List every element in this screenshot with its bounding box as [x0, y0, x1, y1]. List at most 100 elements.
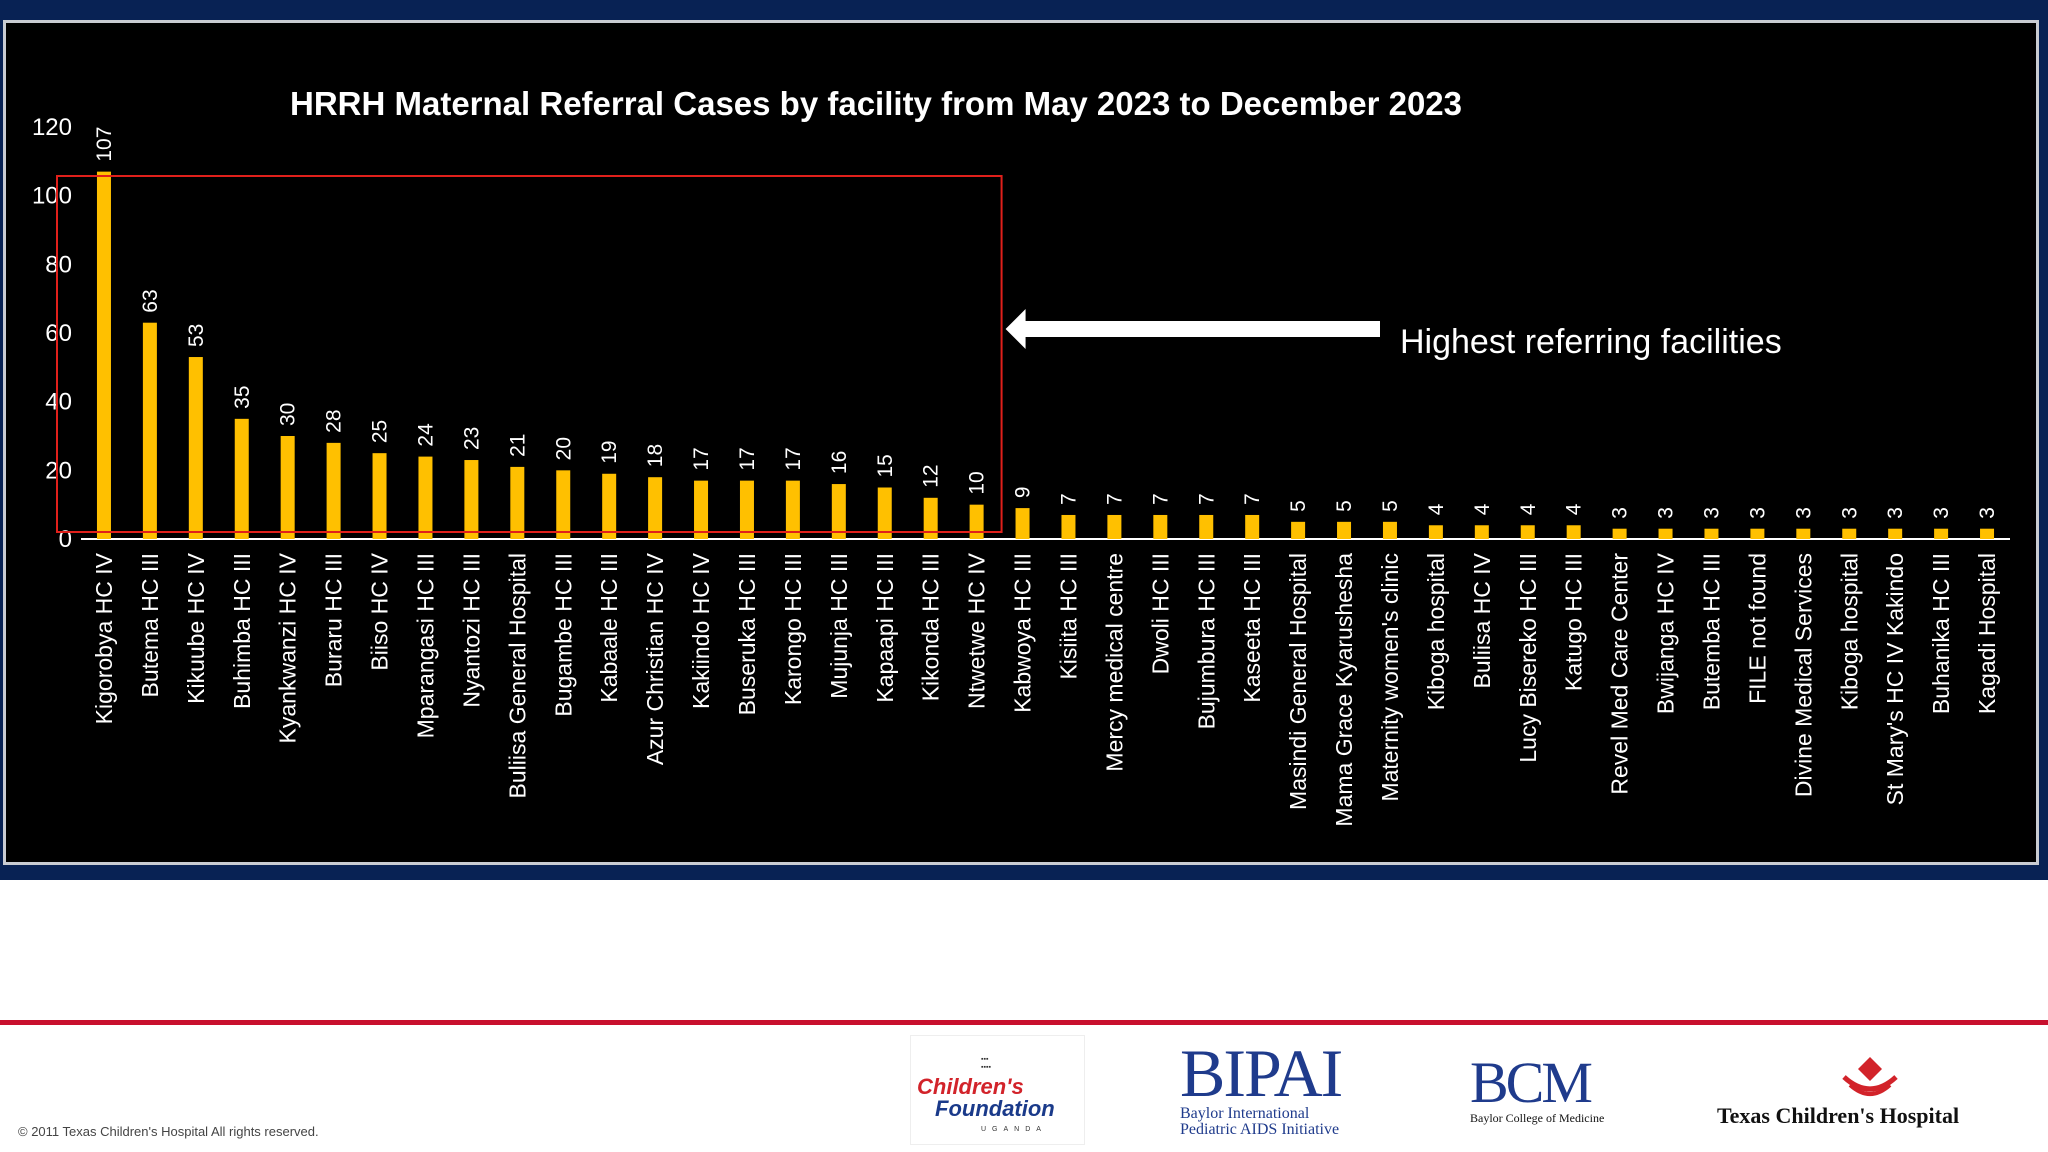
- bar: [1842, 528, 1857, 539]
- data-label: 7: [1103, 493, 1126, 505]
- bar: [923, 497, 938, 539]
- x-tick-label: Kaseeta HC III: [1239, 553, 1265, 703]
- x-tick-label: Kakiindo HC IV: [688, 552, 714, 709]
- tch-name: Texas Children's Hospital: [1717, 1103, 1960, 1128]
- data-label: 35: [231, 385, 254, 408]
- x-tick-label: Butemba HC III: [1698, 553, 1724, 710]
- bar: [1934, 528, 1949, 539]
- data-label: 3: [1700, 507, 1723, 519]
- chart-panel: 0 20 40 60 80 100 120 107 Kigorobya HC IV 63 Butem…: [3, 20, 2039, 865]
- bar: [372, 453, 387, 539]
- data-label: 20: [552, 437, 575, 460]
- data-label: 3: [1792, 507, 1815, 519]
- bar: [1658, 528, 1673, 539]
- data-label: 3: [1838, 507, 1861, 519]
- data-label: 7: [1057, 493, 1080, 505]
- footer: [0, 1025, 2048, 1152]
- x-tick-label: Kyankwanzi HC IV: [275, 552, 301, 743]
- x-tick-label: Kikonda HC III: [918, 553, 944, 701]
- data-label: 3: [1609, 507, 1632, 519]
- x-tick-label: Buraru HC III: [321, 553, 347, 687]
- x-tick-label: Mujunja HC III: [826, 553, 852, 699]
- bar: [280, 436, 295, 539]
- bipai-sub2: Pediatric AIDS Initiative: [1180, 1121, 1340, 1138]
- data-label: 107: [93, 127, 116, 162]
- x-tick-label: Kapaapi HC III: [872, 553, 898, 703]
- bcm-name: BCM: [1470, 1050, 1593, 1115]
- bar: [1750, 528, 1765, 539]
- divider-rule: [0, 1020, 2048, 1025]
- x-tick-label: Kagadi Hospital: [1974, 553, 2000, 714]
- bar: [1980, 528, 1995, 539]
- data-label: 18: [644, 444, 667, 467]
- x-tick-label: Buseruka HC III: [734, 553, 760, 715]
- bar: [1888, 528, 1903, 539]
- y-tick-label: 0: [59, 526, 72, 553]
- bar: [877, 487, 892, 539]
- y-tick-label: 20: [45, 457, 72, 484]
- x-tick-label: St Mary's HC IV Kakindo: [1882, 553, 1908, 805]
- callout-arrow-icon: [1005, 309, 1380, 349]
- data-label: 7: [1149, 493, 1172, 505]
- bar: [96, 171, 111, 539]
- bar: [556, 470, 571, 539]
- y-tick-label: 60: [45, 320, 72, 347]
- bar: [1796, 528, 1811, 539]
- x-tick-label: Bugambe HC III: [550, 553, 576, 717]
- x-tick-label: Divine Medical Services: [1790, 553, 1816, 797]
- bar: [1566, 525, 1581, 539]
- x-tick-label: Butema HC III: [137, 553, 163, 697]
- summary-line-2: contributed to high no. of Mat referrals…: [62, 968, 902, 1006]
- x-tick-label: Azur Christian HC IV: [642, 552, 668, 765]
- data-label: 21: [506, 434, 529, 457]
- bar: [188, 357, 203, 539]
- x-tick-label: Mama Grace Kyarushesha: [1331, 553, 1357, 827]
- data-label: 25: [369, 420, 392, 443]
- bar: [1428, 525, 1443, 539]
- data-label: 28: [323, 410, 346, 433]
- y-tick-label: 100: [32, 183, 72, 210]
- x-tick-label: Maternity women's clinic: [1377, 553, 1403, 802]
- data-label: 17: [782, 447, 805, 470]
- bar: [1061, 514, 1076, 539]
- childrens-foundation-logo: ▪▪▪ ▪▪▪▪ Children's Foundation UGANDA: [910, 1035, 1085, 1145]
- data-label: 5: [1379, 500, 1402, 512]
- bar: [1337, 521, 1352, 539]
- data-label: 17: [690, 447, 713, 470]
- x-tick-label: Kisiita HC III: [1055, 553, 1081, 680]
- x-tick-label: Kabwoya HC III: [1010, 553, 1036, 713]
- bar: [1382, 521, 1397, 539]
- bar: [1474, 525, 1489, 539]
- data-label: 63: [139, 289, 162, 312]
- data-label: 3: [1655, 507, 1678, 519]
- bar: [602, 473, 617, 539]
- x-tick-label: Lucy Bisereko HC III: [1515, 553, 1541, 763]
- x-tick-label: Buliisa General Hospital: [504, 553, 530, 798]
- x-tick-label: Mparangasi HC III: [412, 553, 438, 738]
- bar: [1153, 514, 1168, 539]
- data-label: 7: [1195, 493, 1218, 505]
- copyright-text: © 2011 Texas Children's Hospital All rig…: [18, 1124, 319, 1139]
- data-label: 3: [1746, 507, 1769, 519]
- ccf-uganda: UGANDA: [981, 1126, 1047, 1133]
- ccf-name-line2: Foundation: [935, 1096, 1055, 1121]
- bar: [464, 460, 479, 539]
- data-label: 3: [1884, 507, 1907, 519]
- summary-text: Kigorobya HCIV, Butema HCIII, Kikuube HC…: [62, 918, 1862, 1010]
- x-tick-label: Kigorobya HC IV: [91, 552, 117, 724]
- bipai-name: BIPAI: [1180, 1035, 1343, 1111]
- x-tick-label: Kiboga hospital: [1836, 553, 1862, 710]
- bar: [739, 480, 754, 539]
- bar: [326, 442, 341, 539]
- bar: [1704, 528, 1719, 539]
- x-tick-label: Buhimba HC III: [229, 553, 255, 709]
- x-tick-label: Nyantozi HC III: [458, 553, 484, 708]
- bar: [142, 322, 157, 539]
- x-tick-label: Buliisa HC IV: [1469, 552, 1495, 688]
- x-tick-label: Ntwetwe HC IV: [964, 552, 990, 709]
- bar: [1291, 521, 1306, 539]
- x-tick-label: Buhanika HC III: [1928, 553, 1954, 714]
- data-label: 7: [1241, 493, 1264, 505]
- tch-emblem-icon: [1842, 1057, 1898, 1096]
